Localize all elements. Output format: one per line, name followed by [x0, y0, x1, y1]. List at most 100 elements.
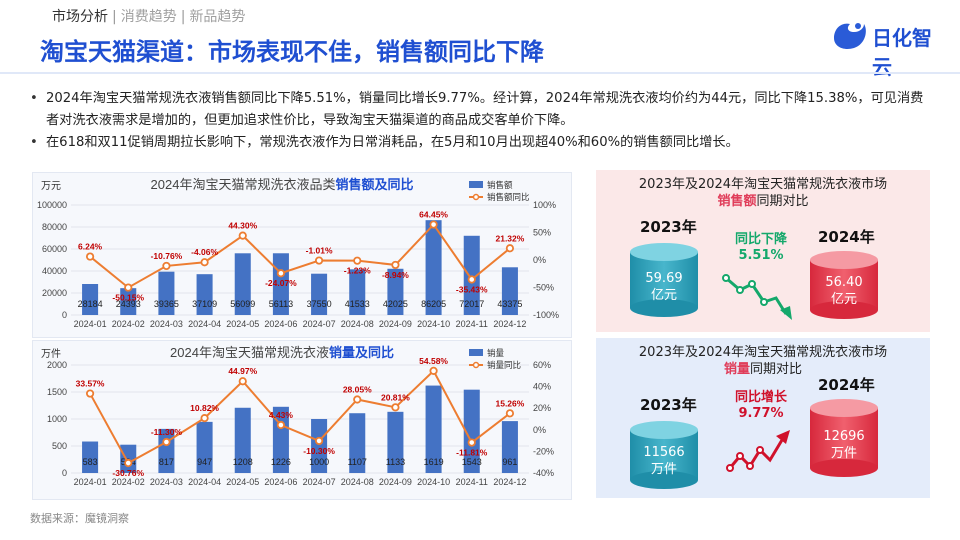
legend-swatch-bar — [469, 181, 483, 188]
value-2024: 56.40 — [825, 275, 863, 290]
bar — [196, 421, 213, 473]
x-tick-label: 2024-07 — [303, 319, 336, 329]
x-tick-label: 2024-10 — [417, 477, 450, 487]
x-tick-label: 2024-05 — [226, 319, 259, 329]
line-point — [124, 458, 133, 468]
bar-value-label: 56113 — [269, 299, 293, 309]
bar — [234, 253, 251, 315]
line-value-label: -30.76% — [112, 468, 144, 478]
bar-value-label: 947 — [197, 457, 212, 467]
y2-tick-label: 100% — [533, 200, 556, 210]
change-indicator: 同比下降 5.51% — [716, 232, 806, 264]
line-point — [353, 395, 362, 404]
x-tick-label: 2024-03 — [150, 319, 183, 329]
year-label-2024: 2024年 — [818, 376, 875, 394]
breadcrumb-item-consumption[interactable]: 消费趋势 — [120, 9, 177, 25]
line-point — [124, 283, 133, 292]
header-divider — [0, 72, 960, 74]
legend-swatch-point — [472, 193, 480, 201]
bar-value-label: 1619 — [424, 457, 444, 467]
breadcrumb-separator: | — [112, 9, 117, 25]
line-point — [505, 409, 515, 418]
bar-value-label: 37109 — [192, 299, 217, 309]
line-value-label: -4.06% — [191, 247, 218, 257]
y-tick-label: 40000 — [42, 266, 67, 276]
bar-value-label: 1226 — [271, 457, 291, 467]
bullet-item: 在618和双11促销周期拉长影响下，常规洗衣液作为日常消耗品，在5月和10月出现… — [30, 132, 930, 154]
bar — [311, 419, 328, 473]
cylinder-2024: 12696 万件 — [808, 398, 880, 478]
line-value-label: -11.30% — [151, 427, 183, 437]
line-value-label: 20.81% — [381, 392, 410, 402]
line-value-label: -50.15% — [112, 293, 144, 303]
data-source: 数据来源：魔镜洞察 — [30, 512, 129, 525]
x-tick-label: 2024-11 — [456, 319, 488, 329]
trend-up-icon — [726, 430, 790, 472]
line-value-label: -1.23% — [344, 266, 371, 276]
bar — [234, 407, 251, 473]
legend-swatch-bar — [469, 349, 483, 356]
y-tick-label: 2000 — [47, 360, 67, 370]
bar-value-label: 37550 — [307, 299, 332, 309]
bar — [82, 283, 99, 315]
sales-amount-chart: 2024年淘宝天猫常规洗衣液品类销售额及同比 万元 0 20000 40000 60000… — [32, 172, 572, 338]
line-value-label: 4.43% — [269, 410, 294, 420]
unit-2023: 亿元 — [650, 288, 677, 303]
trend-down-icon — [722, 274, 792, 320]
brand-icon — [834, 23, 866, 49]
breadcrumb-item-new-products[interactable]: 新品趋势 — [189, 9, 246, 25]
year-label-2023: 2023年 — [640, 218, 697, 236]
line-point — [162, 437, 171, 447]
value-2023: 11566 — [643, 445, 685, 460]
breadcrumb-separator: | — [180, 9, 186, 25]
chart-title: 2024年淘宝天猫常规洗衣液品类销售额及同比 — [151, 177, 414, 192]
line-point — [429, 366, 438, 375]
line-value-label: 54.58% — [419, 356, 448, 366]
sales-amount-compare-card: 2023年及2024年淘宝天猫常规洗衣液市场 销售额同期对比 2023年 202… — [596, 170, 930, 332]
x-tick-label: 2024-09 — [379, 319, 412, 329]
bar-value-label: 28184 — [78, 299, 103, 309]
bar — [349, 413, 366, 473]
bar — [425, 385, 442, 473]
line-value-label: 28.05% — [343, 385, 372, 395]
line-value-label: 21.32% — [495, 233, 524, 243]
unit-2024: 亿元 — [830, 292, 857, 307]
breadcrumb: 市场分析 | 消费趋势 | 新品趋势 — [52, 6, 245, 26]
x-tick-label: 2024-10 — [417, 319, 450, 329]
change-label: 同比下降 — [734, 232, 787, 247]
bar — [158, 271, 175, 315]
y2-tick-label: 20% — [533, 403, 551, 413]
bar — [501, 267, 518, 315]
bar-value-label: 86205 — [421, 299, 446, 309]
change-value: 5.51% — [738, 248, 784, 263]
line-point — [505, 244, 515, 253]
breadcrumb-active[interactable]: 市场分析 — [52, 9, 108, 25]
chart-title-text: 2024年淘宝天猫常规洗衣液品类 — [151, 177, 336, 192]
line-point — [85, 389, 95, 398]
bar-value-label: 817 — [159, 457, 174, 467]
chart-title: 2024年淘宝天猫常规洗衣液销量及同比 — [170, 345, 394, 360]
x-tick-label: 2024-01 — [74, 319, 107, 329]
card-title-highlight: 销量 — [723, 362, 750, 377]
line-point — [429, 220, 438, 229]
y-tick-label: 1500 — [47, 387, 67, 397]
x-tick-label: 2024-06 — [264, 477, 297, 487]
line-point — [200, 258, 209, 267]
x-tick-label: 2024-08 — [341, 477, 374, 487]
x-tick-label: 2024-02 — [112, 477, 145, 487]
unit-2024: 万件 — [830, 446, 857, 461]
bar — [349, 269, 366, 315]
legend-label: 销量同比 — [487, 360, 521, 370]
card-title: 2023年及2024年淘宝天猫常规洗衣液市场 销量同期对比 — [596, 344, 930, 378]
bar-value-label: 583 — [83, 457, 98, 467]
line-point — [238, 377, 247, 386]
bar — [463, 389, 480, 473]
change-value: 9.77% — [738, 406, 784, 421]
bar-value-label: 43375 — [497, 299, 522, 309]
y2-tick-label: -40% — [533, 468, 554, 478]
line-value-label: 10.82% — [190, 403, 219, 413]
x-tick-label: 2024-04 — [188, 319, 221, 329]
line-point — [467, 438, 476, 447]
bar — [120, 288, 137, 315]
card-title-rest: 同期对比 — [750, 362, 803, 377]
